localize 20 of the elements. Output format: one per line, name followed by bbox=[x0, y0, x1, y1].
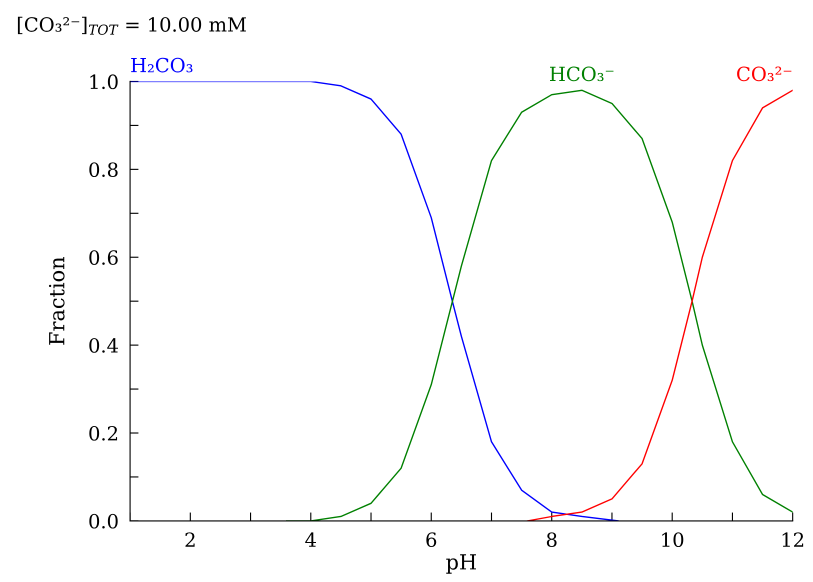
x-tick-label: 10 bbox=[662, 532, 684, 548]
y-tick-label: 0.0 bbox=[89, 514, 118, 529]
y-tick-label: 0.6 bbox=[89, 250, 118, 265]
x-tick-label: 6 bbox=[426, 532, 436, 548]
line-series bbox=[286, 90, 793, 521]
y-tick-label: 0.4 bbox=[89, 338, 118, 353]
line-series bbox=[526, 90, 793, 521]
chart-title: [CO₃²⁻]$_{TOT}$ = 10.00 mM bbox=[18, 16, 246, 35]
y-tick-label: 0.2 bbox=[89, 426, 118, 441]
x-tick-label: 12 bbox=[782, 532, 804, 547]
x-tick-label: 8 bbox=[546, 532, 557, 548]
x-tick-label: 4 bbox=[305, 532, 316, 547]
series-label: CO₃²⁻ bbox=[737, 66, 792, 82]
series-label: HCO₃⁻ bbox=[550, 66, 614, 82]
y-axis-title: Fraction bbox=[48, 257, 65, 345]
series-label: H₂CO₃ bbox=[131, 58, 192, 72]
y-tick-label: 0.8 bbox=[89, 162, 118, 178]
y-tick-label: 1.0 bbox=[90, 74, 118, 90]
x-tick-label: 2 bbox=[185, 532, 195, 547]
x-axis-title: pH bbox=[446, 554, 476, 574]
